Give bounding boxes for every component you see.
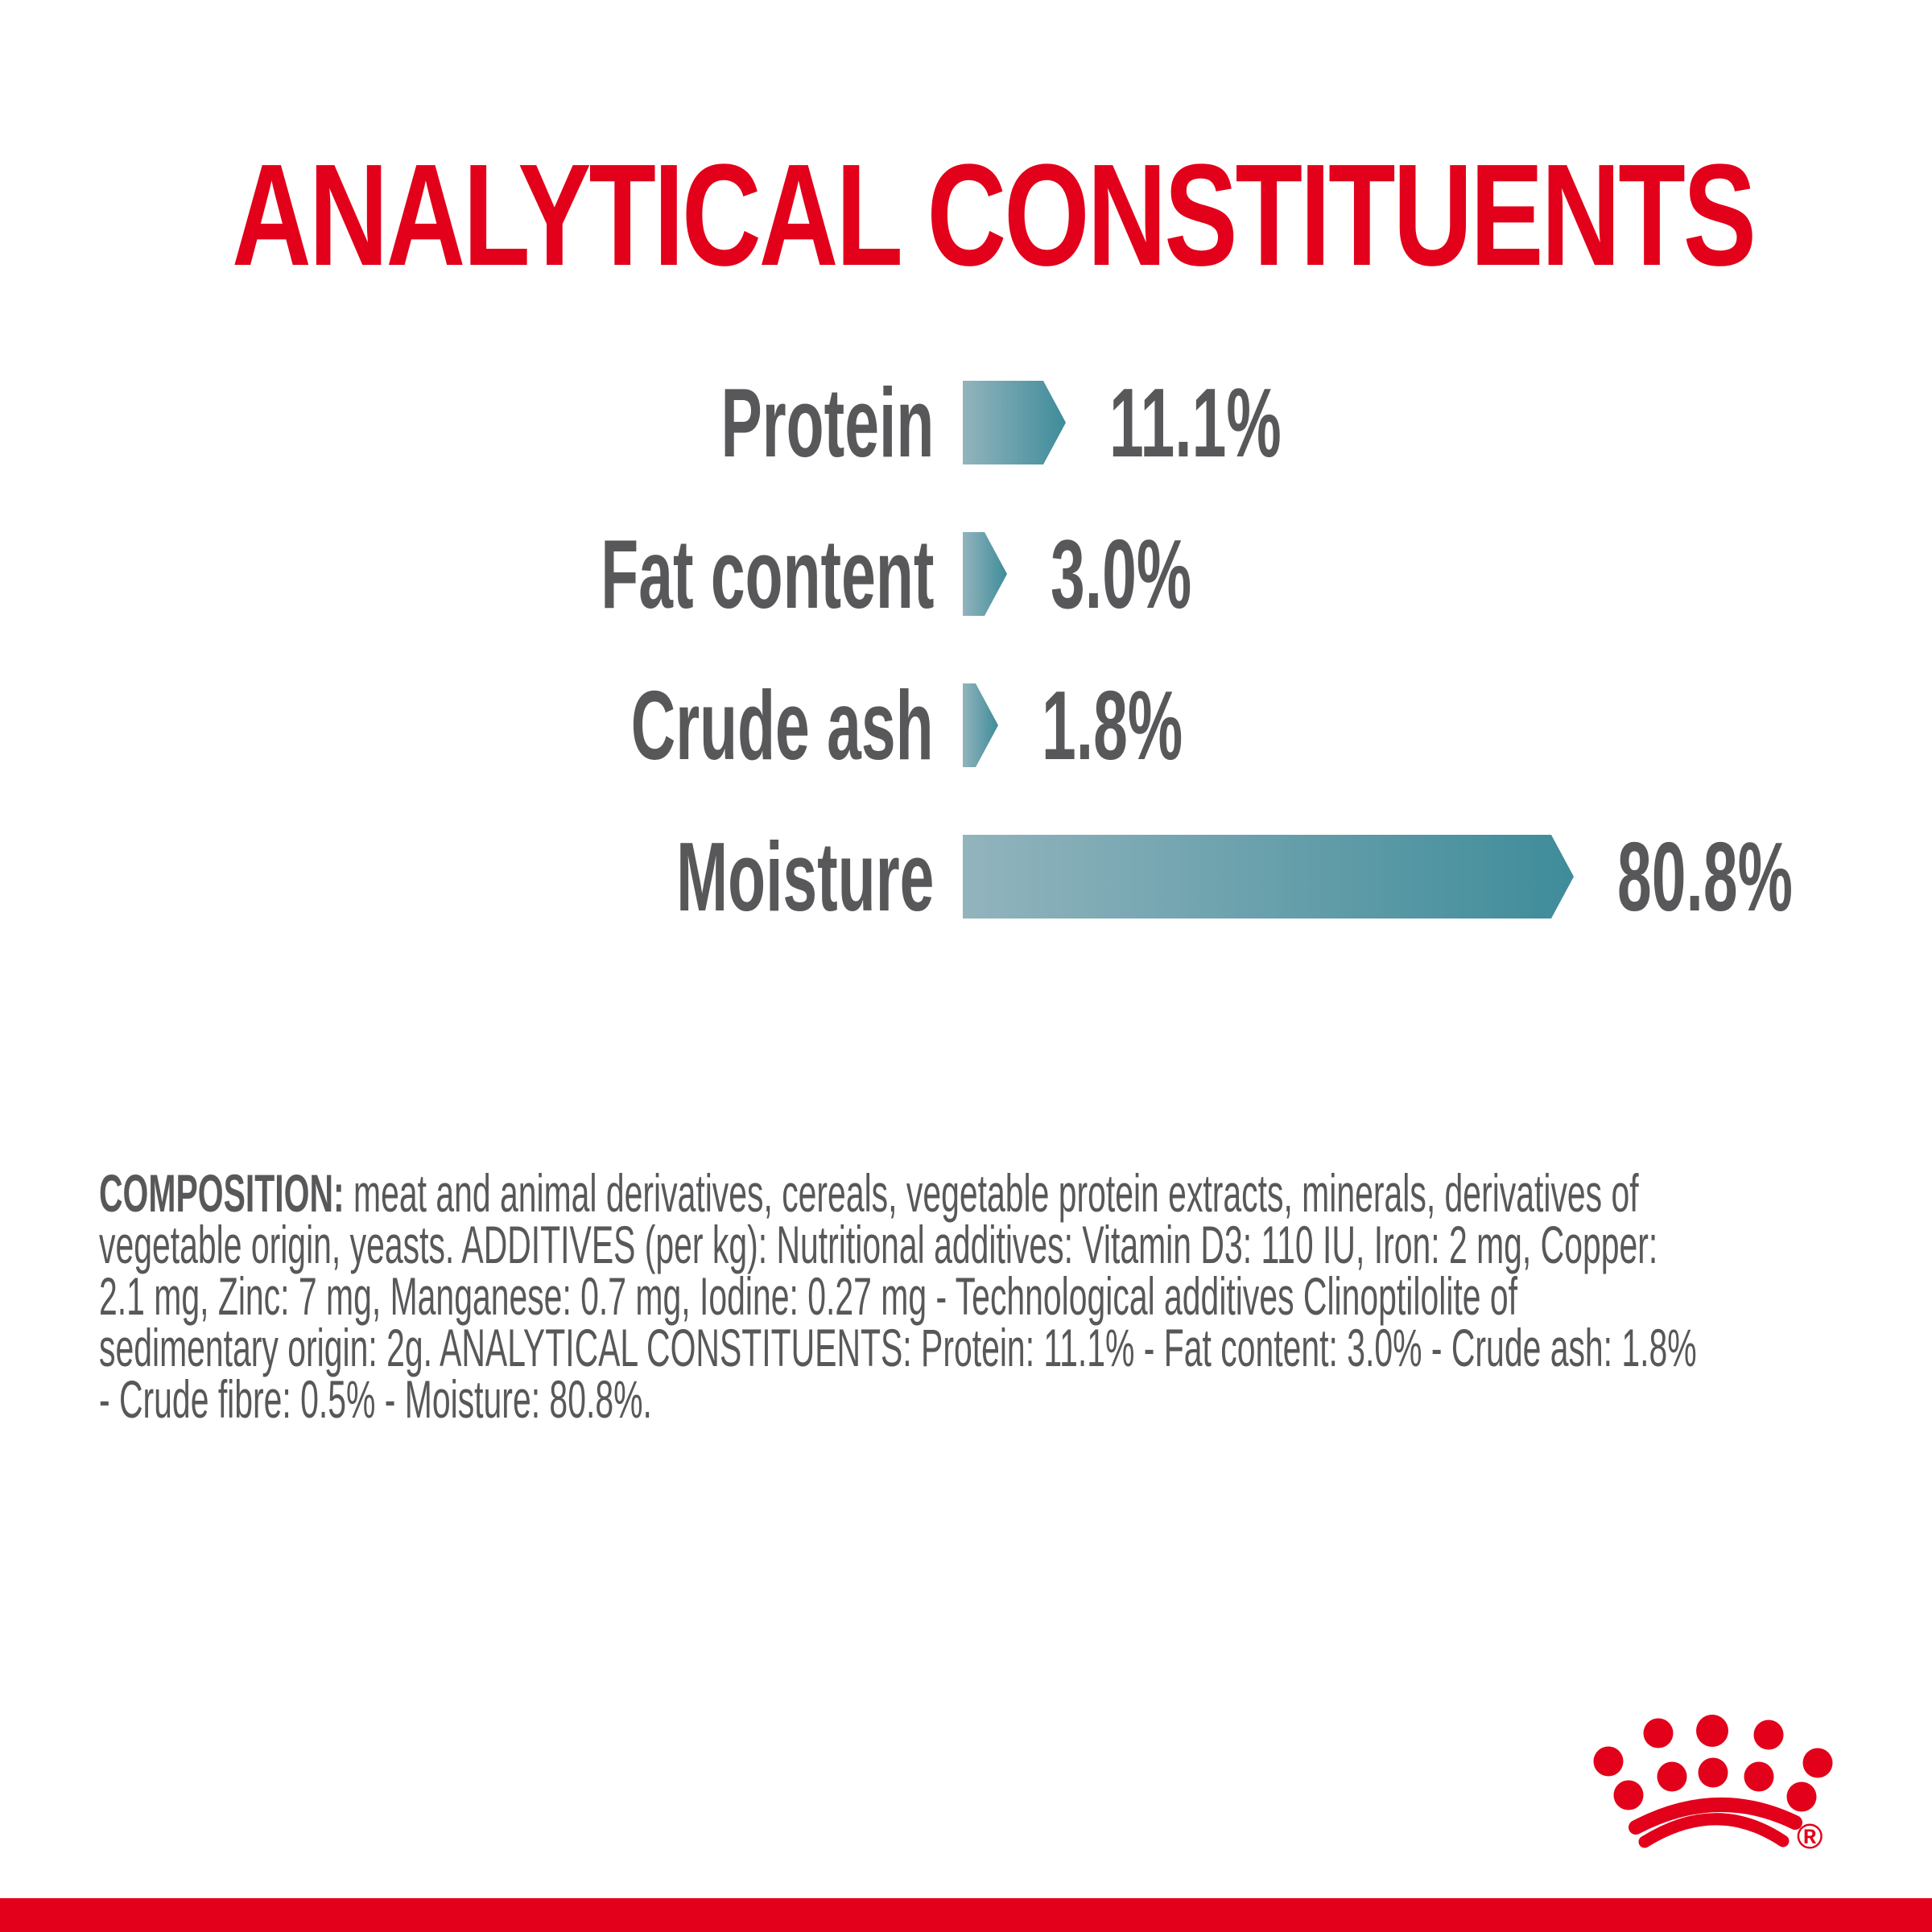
bar — [963, 683, 998, 767]
constituents-chart: Protein 11.1% Fat content 3.0% Crude ash 1.8%… — [0, 347, 1932, 952]
chart-row: Crude ash 1.8% — [0, 650, 1932, 801]
composition-line-text: meat and animal derivatives, cereals, ve… — [353, 1163, 1639, 1223]
registered-trademark-icon: ® — [1797, 1817, 1823, 1856]
chart-row: Protein 11.1% — [0, 347, 1932, 498]
composition-line: - Crude fibre: 0.5% - Moisture: 80.8%. — [99, 1369, 652, 1429]
composition-line: 2.1 mg, Zinc: 7 mg, Manganese: 0.7 mg, I… — [99, 1266, 1518, 1326]
chart-row: Moisture 80.8% — [0, 801, 1932, 952]
bar — [963, 532, 1007, 616]
brand-footer-bar — [0, 1898, 1932, 1932]
bar-value: 3.0% — [1051, 519, 1192, 629]
composition-text: COMPOSITION: meat and animal derivatives… — [99, 1166, 1932, 1429]
bar-label: Crude ash — [631, 671, 934, 780]
royal-canin-crown-logo-icon: ® — [1593, 1715, 1833, 1856]
bar-label: Fat content — [600, 519, 934, 629]
bar-label: Protein — [720, 368, 934, 477]
bar-value: 11.1% — [1109, 368, 1282, 477]
composition-heading: COMPOSITION: — [99, 1163, 345, 1223]
chart-row: Fat content 3.0% — [0, 498, 1932, 650]
page-title: ANALYTICAL CONSTITUENTS — [232, 134, 1757, 296]
crown-dots — [1593, 1715, 1833, 1812]
composition-line: vegetable origin, yeasts. ADDITIVES (per… — [99, 1215, 1658, 1274]
bar — [963, 835, 1574, 919]
composition-line: sedimentary origin: 2g. ANALYTICAL CONST… — [99, 1318, 1697, 1377]
bar-value: 80.8% — [1617, 822, 1793, 931]
composition-line: COMPOSITION: meat and animal derivatives… — [99, 1166, 1697, 1220]
crown-arcs — [1629, 1797, 1802, 1848]
bar — [963, 381, 1066, 464]
bar-value: 1.8% — [1042, 671, 1183, 780]
bar-label: Moisture — [675, 822, 934, 931]
